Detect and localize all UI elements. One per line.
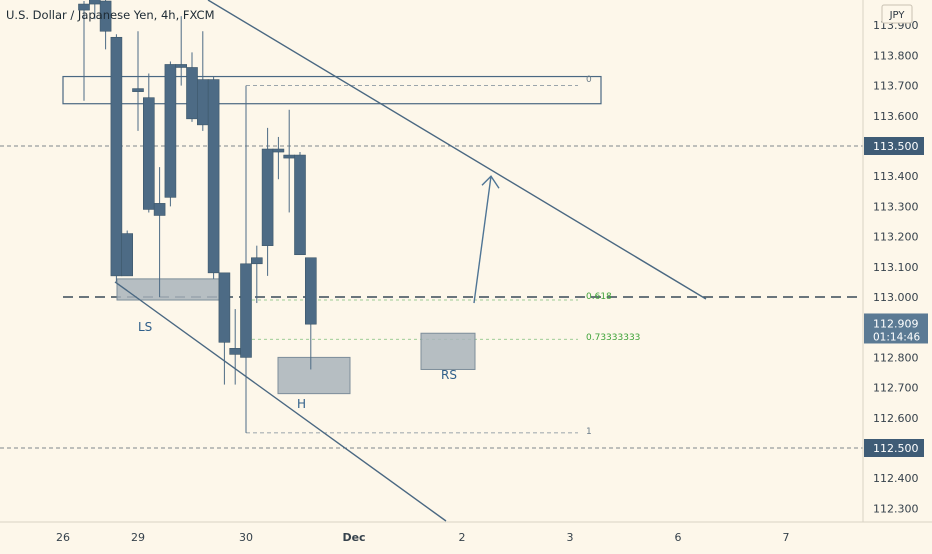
price-tick-label: 113.600 <box>873 110 919 123</box>
price-level-badge-label: 113.500 <box>873 140 919 153</box>
price-level-badge-label: 112.500 <box>873 442 919 455</box>
time-axis-label: 30 <box>239 531 253 544</box>
candles-layer <box>78 0 317 433</box>
countdown-label: 01:14:46 <box>873 331 920 343</box>
candle-body <box>99 0 112 32</box>
left-shoulder-zone <box>116 278 226 301</box>
fib-level-0-label: 0 <box>586 75 592 85</box>
right-shoulder-label: RS <box>441 368 457 382</box>
candle-body <box>132 88 144 92</box>
candle <box>261 127 274 276</box>
candle-body <box>229 348 241 355</box>
price-tick-label: 112.300 <box>873 502 919 515</box>
candle <box>251 245 263 304</box>
candle <box>121 230 133 277</box>
price-tick-label: 113.400 <box>873 170 919 183</box>
time-axis-label: 29 <box>131 531 145 544</box>
time-axis-label: 26 <box>56 531 70 544</box>
candle <box>304 257 317 370</box>
candle-body <box>294 154 306 256</box>
price-tick-label: 113.100 <box>873 261 919 274</box>
candle <box>294 152 306 256</box>
candle <box>143 73 155 213</box>
candle-body <box>143 97 155 210</box>
price-tick-label: 113.000 <box>873 291 919 304</box>
time-axis[interactable]: 26 29 30 Dec 2 3 6 7 <box>0 521 932 550</box>
candle <box>132 31 144 131</box>
drawings-layer <box>114 0 707 522</box>
price-tick-group: 113.900113.800113.700113.600113.400113.3… <box>873 19 919 515</box>
candle-body <box>207 79 220 274</box>
fib-level-0733-label: 0.73333333 <box>586 333 640 343</box>
time-axis-label: 3 <box>567 531 574 544</box>
fib-level-1-label: 1 <box>586 427 592 437</box>
projection-arrow-head <box>481 175 500 189</box>
descending-trendline-upper <box>207 0 707 300</box>
price-tick-label: 112.700 <box>873 382 919 395</box>
candle-body <box>78 3 90 11</box>
candle <box>218 272 231 385</box>
candle <box>99 0 112 50</box>
price-tick-label: 112.400 <box>873 472 919 485</box>
time-label-group: 26 29 30 Dec 2 3 6 7 <box>56 531 790 544</box>
projection-arrow-shaft <box>473 176 492 304</box>
head-label: H <box>297 397 306 411</box>
candle-body <box>164 64 177 198</box>
current-price-label: 112.909 <box>873 317 919 330</box>
price-level-badge <box>864 439 924 457</box>
candle-body <box>197 79 209 126</box>
candle-body <box>251 257 263 265</box>
price-tick-label: 113.700 <box>873 80 919 93</box>
candle <box>175 16 187 86</box>
candle-body <box>304 257 317 325</box>
symbol-title: U.S. Dollar / Japanese Yen, 4h, FXCM <box>6 8 215 22</box>
zones-layer <box>62 75 602 395</box>
time-axis-label: 2 <box>459 531 466 544</box>
head-zone <box>277 356 351 395</box>
currency-badge-label: JPY <box>889 10 906 21</box>
time-axis-label: Dec <box>342 531 365 544</box>
fib-level-0618-label: 0.618 <box>586 292 612 302</box>
candle-body <box>175 64 187 68</box>
resistance-zone <box>62 75 602 105</box>
current-price-badge <box>864 313 928 344</box>
time-axis-background <box>0 522 932 550</box>
time-axis-label: 6 <box>675 531 682 544</box>
price-tick-label: 113.200 <box>873 231 919 244</box>
candle <box>272 136 285 180</box>
time-axis-label: 7 <box>783 531 790 544</box>
candle-body <box>283 154 296 159</box>
candle <box>110 34 123 282</box>
candle <box>207 76 220 279</box>
price-axis[interactable]: 113.900113.800113.700113.600113.400113.3… <box>862 0 932 522</box>
price-tick-label: 113.800 <box>873 49 919 62</box>
candle <box>240 85 252 433</box>
right-shoulder-zone <box>420 332 476 370</box>
candle <box>78 1 90 101</box>
candle-body <box>272 148 285 153</box>
candle-body <box>240 263 252 358</box>
price-tick-label: 113.300 <box>873 200 919 213</box>
candle-body <box>110 36 123 277</box>
candle <box>153 167 166 297</box>
currency-badge[interactable] <box>881 4 913 24</box>
price-tick-label: 112.800 <box>873 351 919 364</box>
candle-body <box>218 272 231 343</box>
price-axis-background <box>863 0 932 522</box>
candle-body <box>121 233 133 277</box>
candle <box>164 61 177 207</box>
candle-body <box>186 67 198 120</box>
descending-trendline-lower <box>114 281 447 522</box>
price-level-badge <box>864 137 924 155</box>
candle-body <box>89 0 101 5</box>
price-tick-label: 112.600 <box>873 412 919 425</box>
candle-body <box>153 203 166 216</box>
left-shoulder-label: LS <box>138 320 152 334</box>
candle-body <box>261 148 274 246</box>
